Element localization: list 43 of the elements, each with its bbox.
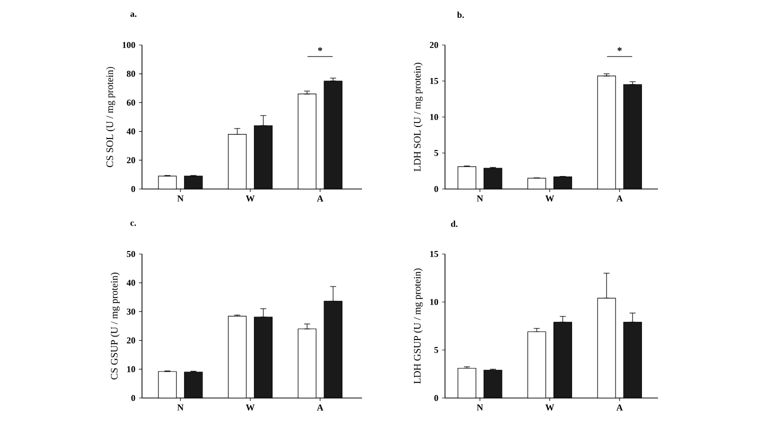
y-tick-label: 20	[126, 337, 136, 344]
x-tick-label: N	[476, 404, 484, 410]
y-tick-label: 20	[430, 42, 438, 48]
x-tick-label: A	[616, 404, 623, 410]
x-tick-label: W	[246, 196, 255, 202]
x-tick-label: A	[316, 196, 324, 202]
y-tick-label: 10	[430, 114, 438, 120]
x-tick-label: W	[545, 404, 554, 411]
y-tick-label: 0	[131, 186, 136, 192]
y-tick-label: 0	[131, 394, 136, 402]
y-tick-label: 10	[430, 298, 438, 306]
y-tick-label: 30	[126, 308, 136, 315]
chart-title: b.	[457, 12, 464, 18]
y-tick-label: 10	[127, 366, 136, 372]
y-tick-label: 20	[126, 157, 136, 164]
chart-title: a.	[130, 12, 136, 17]
x-tick-label: A	[316, 404, 324, 410]
y-tick-label: 15	[430, 78, 438, 84]
y-tick-label: 0	[434, 394, 438, 402]
x-tick-label: A	[616, 196, 623, 202]
x-tick-label: N	[177, 404, 184, 410]
y-tick-label: 50	[126, 250, 136, 258]
annotation: *	[318, 47, 322, 52]
x-tick-label: W	[545, 196, 554, 202]
y-tick-label: 60	[126, 100, 136, 106]
y-tick-label: 5	[434, 150, 438, 156]
chart-title: c.	[130, 222, 136, 226]
y-axis-title: LDH SOL (U / mg protein)	[414, 62, 423, 172]
y-tick-label: 100	[122, 42, 136, 48]
x-tick-label: N	[476, 196, 484, 202]
y-tick-label: 5	[434, 347, 438, 353]
y-tick-label: 40	[126, 280, 136, 286]
annotation: *	[618, 47, 622, 52]
y-axis-title: CS SOL (U / mg protein)	[106, 66, 116, 168]
y-tick-label: 15	[430, 250, 438, 258]
y-axis-title: CS GSUP (U / mg protein)	[110, 272, 120, 380]
x-tick-label: W	[246, 404, 255, 411]
y-tick-label: 40	[126, 128, 136, 134]
y-tick-label: 80	[126, 70, 136, 77]
chart-title: d.	[451, 220, 458, 227]
y-axis-title: LDH GSUP (U / mg protein)	[414, 268, 423, 384]
y-tick-label: 0	[434, 186, 438, 192]
x-tick-label: N	[177, 196, 184, 202]
